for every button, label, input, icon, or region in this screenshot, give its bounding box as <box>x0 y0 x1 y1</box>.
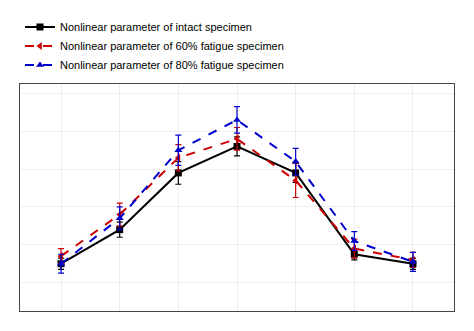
svg-text:Nonlinear parameter of 60% fat: Nonlinear parameter of 60% fatigue speci… <box>60 40 284 52</box>
svg-text:Nonlinear parameter of intact: Nonlinear parameter of intact specimen <box>60 21 252 33</box>
svg-text:Nonlinear parameter of 80% fat: Nonlinear parameter of 80% fatigue speci… <box>60 59 284 71</box>
